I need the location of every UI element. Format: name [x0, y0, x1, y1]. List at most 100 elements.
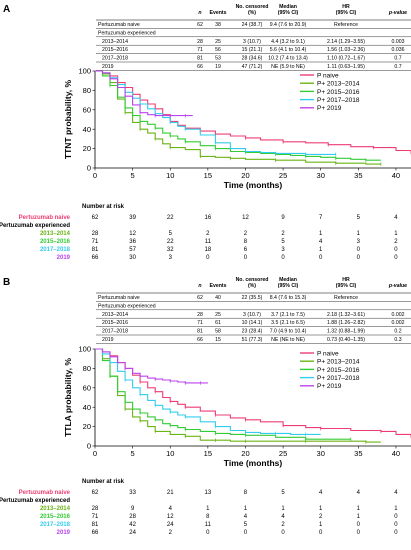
risk-row-label: Pertuzumab naive — [19, 490, 71, 496]
y-axis-label: TTNT probability, % — [63, 79, 73, 159]
table-row: 2019 66 19 47 (71.2) NE (5.9 to NE) 1.11 (0.6… — [96, 64, 411, 71]
x-tick-label: 0 — [93, 171, 97, 180]
cell-n: 71 — [197, 47, 203, 53]
cell-hr: 1.88 (1.26–2.82) — [327, 320, 365, 326]
legend-label: P+ 2015–2016 — [317, 367, 360, 374]
risk-value: 0 — [394, 530, 398, 536]
risk-value: 22 — [167, 239, 174, 245]
table-header: (95% CI) — [278, 283, 299, 289]
risk-row-label: 2015–2016 — [40, 239, 71, 245]
cell-median: NE (NE to NE) — [271, 337, 305, 343]
cell-censored: 22 (35.5) — [242, 295, 263, 301]
risk-value: 0 — [319, 255, 323, 261]
risk-value: 2 — [394, 239, 398, 245]
risk-value: 32 — [167, 247, 174, 253]
row-label: 2017–2018 — [102, 56, 128, 62]
series-line-4 — [95, 348, 208, 384]
risk-value: 5 — [357, 215, 361, 221]
x-tick-label: 20 — [241, 171, 249, 180]
risk-value: 1 — [319, 506, 323, 512]
cell-hr: 1.10 (0.72–1.67) — [327, 56, 365, 62]
cell-censored: 47 (71.2) — [242, 64, 263, 70]
cell-events: 19 — [215, 64, 221, 70]
risk-value: 1 — [357, 514, 361, 520]
legend-label: P+ 2013–2014 — [317, 359, 360, 366]
x-tick-label: 40 — [392, 449, 400, 458]
row-label: Pertuzumab experienced — [98, 30, 156, 36]
cell-p: 0.003 — [392, 39, 405, 45]
cell-n: 66 — [197, 64, 203, 70]
row-label: Pertuzumab naive — [98, 22, 140, 28]
risk-value: 1 — [394, 231, 398, 237]
series-line-3 — [95, 70, 336, 155]
legend-label: P naive — [317, 72, 339, 79]
risk-value: 12 — [129, 231, 136, 237]
risk-value: 1 — [319, 522, 323, 528]
x-tick-label: 5 — [131, 171, 135, 180]
x-tick-label: 40 — [392, 171, 400, 180]
panel-letter: B — [3, 277, 10, 288]
risk-value: 36 — [129, 239, 136, 245]
table-row: 2017–2018 81 58 23 (28.4) 7.0 (4.9 to 10.4) 1… — [96, 329, 411, 336]
risk-value: 1 — [281, 506, 285, 512]
cell-p: 0.7 — [394, 64, 401, 70]
y-tick-label: 20 — [83, 422, 91, 431]
cell-n: 62 — [197, 22, 203, 28]
row-label: 2019 — [102, 337, 114, 343]
x-tick-label: 25 — [279, 171, 287, 180]
cell-censored: 23 (28.4) — [242, 329, 263, 335]
risk-value: 4 — [319, 490, 323, 496]
legend-label: P+ 2019 — [317, 383, 342, 390]
row-label: 2019 — [102, 64, 114, 70]
cell-events: 15 — [215, 337, 221, 343]
risk-value: 0 — [357, 530, 361, 536]
risk-value: 1 — [319, 247, 323, 253]
risk-value: 0 — [394, 255, 398, 261]
series-line-3 — [95, 348, 321, 435]
risk-value: 28 — [92, 506, 99, 512]
risk-value: 1 — [319, 231, 323, 237]
risk-value: 28 — [92, 231, 99, 237]
cell-hr: 1.11 (0.63–1.95) — [327, 64, 365, 70]
cell-events: 58 — [215, 329, 221, 335]
y-tick-label: 0 — [87, 442, 91, 451]
table-row: Pertuzumab experienced — [96, 30, 411, 37]
risk-value: 71 — [92, 239, 99, 245]
cell-median: 3.5 (2.1 to 6.5) — [271, 320, 305, 326]
risk-value: 62 — [92, 215, 99, 221]
table-header: No. censored — [236, 4, 269, 10]
table-header: n — [198, 283, 201, 289]
risk-title: Number at risk — [82, 204, 125, 210]
risk-value: 81 — [92, 522, 99, 528]
legend-label: P+ 2019 — [317, 105, 342, 112]
cell-events: 38 — [215, 22, 221, 28]
risk-value: 0 — [357, 247, 361, 253]
risk-value: 6 — [244, 247, 248, 253]
cell-hr: 2.14 (1.29–3.55) — [327, 39, 365, 45]
panel-letter: A — [3, 4, 10, 15]
x-tick-label: 10 — [166, 171, 174, 180]
cell-n: 28 — [197, 312, 203, 318]
cell-n: 81 — [197, 329, 203, 335]
risk-value: 2 — [319, 514, 323, 520]
risk-value: 4 — [169, 506, 173, 512]
risk-value: 5 — [244, 522, 248, 528]
risk-row-label: Pertuzumab experienced — [0, 223, 70, 229]
table-row: Pertuzumab naive 62 38 24 (38.7) 9.4 (7.6 to… — [96, 22, 411, 29]
risk-value: 2 — [169, 530, 173, 536]
y-tick-label: 20 — [83, 144, 91, 153]
risk-value: 5 — [281, 490, 285, 496]
risk-value: 3 — [281, 247, 285, 253]
cell-p: 0.3 — [394, 337, 401, 343]
x-tick-label: 30 — [317, 449, 325, 458]
risk-value: 0 — [394, 247, 398, 253]
risk-value: 4 — [244, 514, 248, 520]
risk-value: 0 — [281, 530, 285, 536]
risk-value: 3 — [357, 239, 361, 245]
cell-events: 25 — [215, 39, 221, 45]
risk-value: 24 — [129, 530, 136, 536]
table-header: (95% CI) — [336, 10, 357, 16]
risk-value: 57 — [129, 247, 136, 253]
